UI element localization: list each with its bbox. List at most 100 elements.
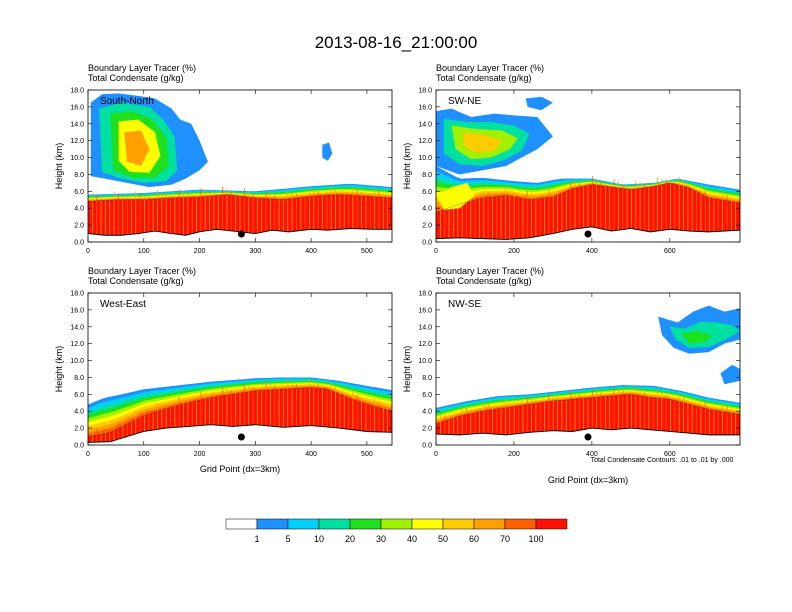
- y-tick-label: 12.0: [70, 341, 84, 348]
- x-tick-label: 200: [194, 248, 206, 255]
- x-tick-label: 0: [86, 451, 90, 458]
- x-tick-label: 100: [138, 248, 150, 255]
- x-axis-label: Grid Point (dx=3km): [200, 464, 280, 474]
- y-tick-label: 0.0: [422, 443, 432, 450]
- y-tick-label: 8.0: [422, 172, 432, 179]
- y-tick-label: 14.0: [70, 121, 84, 128]
- y-tick-label: 4.0: [74, 206, 84, 213]
- colorbar-swatch: [318, 518, 351, 530]
- y-tick-label: 2.0: [74, 426, 84, 433]
- panel-subtitle-tracer: Boundary Layer Tracer (%): [88, 63, 196, 73]
- plot-area: [436, 305, 740, 436]
- x-tick-label: 400: [586, 451, 598, 458]
- panel-frame: [87, 292, 393, 446]
- y-tick-label: 12.0: [70, 138, 84, 145]
- location-marker: [584, 433, 592, 441]
- x-tick-label: 600: [664, 451, 676, 458]
- x-tick-label: 500: [361, 451, 373, 458]
- y-tick-label: 6.0: [74, 189, 84, 196]
- y-tick-label: 16.0: [418, 104, 432, 111]
- y-tick-label: 14.0: [418, 324, 432, 331]
- y-tick-label: 12.0: [418, 138, 432, 145]
- colorbar-swatch: [256, 518, 289, 530]
- colorbar-label: 30: [376, 534, 386, 544]
- colorbar-swatch: [442, 518, 475, 530]
- terrain-line: [88, 228, 392, 236]
- y-tick-label: 16.0: [70, 307, 84, 314]
- panel-subtitle-tracer: Boundary Layer Tracer (%): [436, 266, 544, 276]
- colorbar-label: 5: [285, 534, 290, 544]
- panel-name: West-East: [100, 299, 146, 310]
- y-tick-label: 12.0: [418, 341, 432, 348]
- y-axis-label: Height (km): [54, 143, 64, 190]
- colorbar-swatch: [535, 518, 568, 530]
- y-tick-label: 4.0: [74, 409, 84, 416]
- y-tick-label: 8.0: [74, 375, 84, 382]
- colorbar-swatch: [349, 518, 382, 530]
- x-tick-label: 300: [249, 248, 261, 255]
- colorbar: 1 5 10 20 30 40 50 60 70 100: [225, 518, 568, 544]
- panel-south-north: Boundary Layer Tracer (%)Total Condensat…: [54, 63, 393, 255]
- upper-tracer-region: [463, 132, 503, 153]
- panel-subtitle-tracer: Boundary Layer Tracer (%): [436, 63, 544, 73]
- y-tick-label: 6.0: [422, 189, 432, 196]
- colorbar-label: 60: [469, 534, 479, 544]
- upper-tracer-region: [720, 364, 740, 385]
- upper-tracer-region: [525, 96, 553, 111]
- x-tick-label: 200: [194, 451, 206, 458]
- y-tick-label: 14.0: [418, 121, 432, 128]
- y-tick-label: 10.0: [70, 155, 84, 162]
- contour-footnote: Total Condensate Contours: .01 to .01 by…: [591, 457, 734, 464]
- y-tick-label: 16.0: [418, 307, 432, 314]
- terrain-line: [88, 424, 392, 443]
- colorbar-swatch: [287, 518, 320, 530]
- panel-subtitle-condensate: Total Condensate (g/kg): [88, 276, 184, 286]
- y-tick-label: 10.0: [418, 358, 432, 365]
- location-marker: [584, 230, 592, 238]
- y-tick-label: 8.0: [422, 375, 432, 382]
- plot-area: [436, 96, 740, 240]
- y-tick-label: 10.0: [70, 358, 84, 365]
- panel-sw-ne: Boundary Layer Tracer (%)Total Condensat…: [402, 63, 741, 255]
- colorbar-swatch: [473, 518, 506, 530]
- y-tick-label: 6.0: [422, 392, 432, 399]
- condensate-contour: [436, 394, 740, 425]
- y-tick-label: 14.0: [70, 324, 84, 331]
- x-tick-label: 200: [508, 248, 520, 255]
- x-tick-label: 600: [664, 248, 676, 255]
- panel-name: NW-SE: [448, 299, 481, 310]
- upper-tracer-region: [681, 331, 713, 344]
- terrain-line: [436, 226, 740, 240]
- colorbar-label: 1: [254, 534, 259, 544]
- x-tick-label: 300: [249, 451, 261, 458]
- colorbar-swatch: [504, 518, 537, 530]
- condensate-contour: [436, 182, 740, 213]
- colorbar-swatch: [225, 518, 258, 530]
- y-tick-label: 18.0: [70, 88, 84, 95]
- y-tick-label: 18.0: [418, 88, 432, 95]
- colorbar-label: 50: [438, 534, 448, 544]
- x-axis-label: Grid Point (dx=3km): [548, 475, 628, 485]
- colorbar-label: 20: [345, 534, 355, 544]
- location-marker: [237, 433, 245, 441]
- x-tick-label: 400: [305, 451, 317, 458]
- colorbar-label: 10: [314, 534, 324, 544]
- panel-subtitle-condensate: Total Condensate (g/kg): [88, 73, 184, 83]
- colorbar-label: 70: [500, 534, 510, 544]
- y-tick-label: 18.0: [418, 291, 432, 298]
- upper-tracer-region: [436, 182, 475, 210]
- x-tick-label: 200: [508, 451, 520, 458]
- panel-subtitle-tracer: Boundary Layer Tracer (%): [88, 266, 196, 276]
- x-tick-label: 400: [305, 248, 317, 255]
- panel-name: South-North: [100, 96, 154, 107]
- y-tick-label: 6.0: [74, 392, 84, 399]
- condensate-contour: [88, 194, 392, 202]
- panel-west-east: Boundary Layer Tracer (%)Total Condensat…: [54, 266, 393, 474]
- y-tick-label: 8.0: [74, 172, 84, 179]
- y-tick-label: 2.0: [422, 223, 432, 230]
- upper-tracer-region: [124, 130, 150, 166]
- panel-subtitle-condensate: Total Condensate (g/kg): [436, 276, 532, 286]
- figure-title: 2013-08-16_21:00:00: [315, 33, 478, 52]
- y-tick-label: 18.0: [70, 291, 84, 298]
